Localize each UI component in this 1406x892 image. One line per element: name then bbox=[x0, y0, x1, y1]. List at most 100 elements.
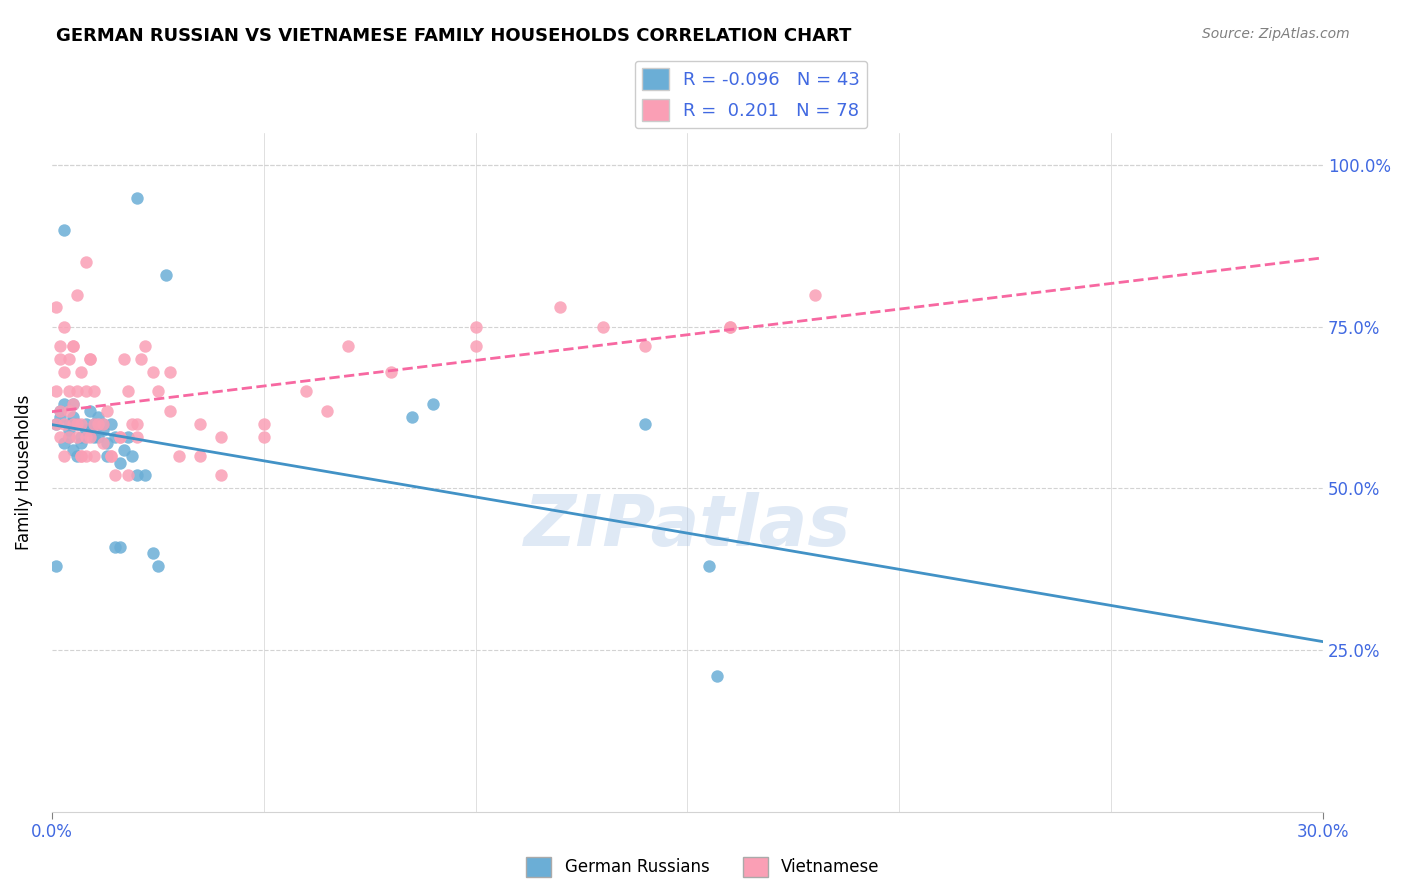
Point bbox=[79, 423, 101, 437]
Point bbox=[125, 417, 148, 431]
Point bbox=[75, 430, 97, 444]
Point bbox=[45, 417, 67, 431]
Point bbox=[58, 352, 80, 367]
Point bbox=[159, 365, 181, 379]
Point bbox=[129, 352, 152, 367]
Point bbox=[45, 558, 67, 573]
Point bbox=[209, 468, 232, 483]
Point bbox=[70, 417, 93, 431]
Point bbox=[100, 417, 122, 431]
Point bbox=[697, 558, 720, 573]
Point bbox=[134, 339, 156, 353]
Point bbox=[422, 397, 444, 411]
Point bbox=[62, 397, 84, 411]
Point bbox=[53, 319, 76, 334]
Point bbox=[117, 430, 139, 444]
Point bbox=[49, 404, 72, 418]
Point bbox=[79, 352, 101, 367]
Point bbox=[108, 540, 131, 554]
Point bbox=[62, 442, 84, 457]
Text: GERMAN RUSSIAN VS VIETNAMESE FAMILY HOUSEHOLDS CORRELATION CHART: GERMAN RUSSIAN VS VIETNAMESE FAMILY HOUS… bbox=[56, 27, 852, 45]
Point bbox=[66, 287, 89, 301]
Point bbox=[75, 384, 97, 399]
Point bbox=[58, 384, 80, 399]
Point bbox=[62, 410, 84, 425]
Point bbox=[104, 430, 127, 444]
Point bbox=[53, 436, 76, 450]
Point bbox=[125, 468, 148, 483]
Point bbox=[634, 417, 657, 431]
Point bbox=[83, 417, 105, 431]
Point bbox=[464, 319, 486, 334]
Point bbox=[121, 417, 143, 431]
Point bbox=[79, 352, 101, 367]
Point bbox=[188, 417, 211, 431]
Point bbox=[125, 430, 148, 444]
Point bbox=[49, 339, 72, 353]
Point bbox=[91, 417, 114, 431]
Point bbox=[91, 436, 114, 450]
Point bbox=[53, 449, 76, 463]
Point bbox=[142, 546, 165, 560]
Point bbox=[62, 397, 84, 411]
Point bbox=[70, 449, 93, 463]
Point bbox=[45, 417, 67, 431]
Point bbox=[58, 404, 80, 418]
Point bbox=[104, 540, 127, 554]
Point bbox=[66, 430, 89, 444]
Point bbox=[134, 468, 156, 483]
Point bbox=[49, 404, 72, 418]
Point bbox=[75, 255, 97, 269]
Point bbox=[96, 436, 118, 450]
Point bbox=[316, 404, 339, 418]
Point bbox=[100, 449, 122, 463]
Point bbox=[70, 430, 93, 444]
Point bbox=[49, 430, 72, 444]
Point bbox=[62, 339, 84, 353]
Point bbox=[75, 449, 97, 463]
Legend: German Russians, Vietnamese: German Russians, Vietnamese bbox=[520, 850, 886, 884]
Point bbox=[45, 384, 67, 399]
Point bbox=[83, 449, 105, 463]
Point bbox=[83, 384, 105, 399]
Point bbox=[91, 423, 114, 437]
Point bbox=[125, 191, 148, 205]
Point bbox=[550, 301, 572, 315]
Point bbox=[70, 365, 93, 379]
Text: Source: ZipAtlas.com: Source: ZipAtlas.com bbox=[1202, 27, 1350, 41]
Point bbox=[66, 384, 89, 399]
Point bbox=[718, 319, 741, 334]
Point bbox=[58, 430, 80, 444]
Point bbox=[337, 339, 360, 353]
Point bbox=[79, 430, 101, 444]
Point bbox=[53, 223, 76, 237]
Point bbox=[96, 449, 118, 463]
Point bbox=[146, 384, 169, 399]
Point bbox=[100, 449, 122, 463]
Point bbox=[58, 430, 80, 444]
Point bbox=[155, 268, 177, 282]
Point bbox=[96, 404, 118, 418]
Point bbox=[380, 365, 402, 379]
Point bbox=[167, 449, 190, 463]
Point bbox=[592, 319, 614, 334]
Point bbox=[112, 352, 135, 367]
Point bbox=[142, 365, 165, 379]
Point bbox=[83, 430, 105, 444]
Point bbox=[706, 669, 728, 683]
Point bbox=[70, 436, 93, 450]
Point bbox=[209, 430, 232, 444]
Point bbox=[45, 301, 67, 315]
Point bbox=[49, 410, 72, 425]
Point bbox=[159, 404, 181, 418]
Point bbox=[295, 384, 318, 399]
Point bbox=[108, 430, 131, 444]
Point bbox=[718, 319, 741, 334]
Point bbox=[108, 456, 131, 470]
Point bbox=[75, 423, 97, 437]
Point bbox=[66, 417, 89, 431]
Point bbox=[58, 417, 80, 431]
Text: ZIPatlas: ZIPatlas bbox=[524, 492, 851, 561]
Point bbox=[253, 417, 276, 431]
Point bbox=[146, 558, 169, 573]
